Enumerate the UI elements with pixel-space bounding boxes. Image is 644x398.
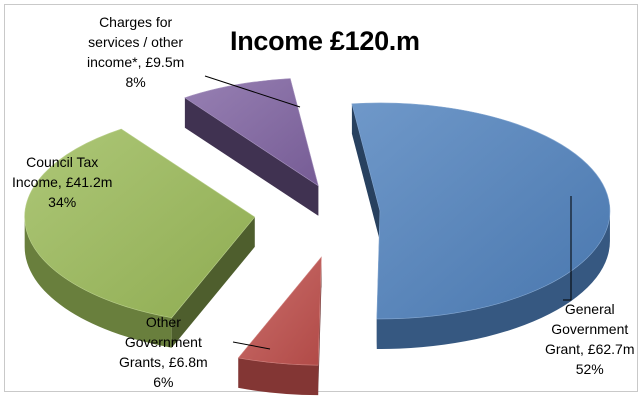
leader-line-other-government-grants <box>232 341 271 350</box>
label-line: Other <box>145 314 181 330</box>
data-label-general-government-grant: General Government Grant, £62.7m 52% <box>545 299 635 379</box>
label-line: services / other <box>88 34 184 50</box>
label-line: Grants, £6.8m <box>119 354 208 370</box>
chart-title: Income £120.m <box>230 26 420 56</box>
slice-top <box>184 78 319 187</box>
slice-rim <box>376 210 610 349</box>
label-line: Government <box>551 321 629 337</box>
label-line: Council Tax <box>26 154 99 170</box>
label-line: 34% <box>48 194 77 210</box>
label-line: 6% <box>153 374 174 390</box>
slice-rim <box>238 357 319 396</box>
slice-top <box>237 256 322 366</box>
pie-slice-other-government-grants <box>237 256 322 396</box>
data-label-charges-for-services: Charges for services / other income*, £9… <box>87 12 184 92</box>
label-line: 8% <box>125 74 146 90</box>
slice-side-wall <box>184 97 319 216</box>
slice-side-wall <box>171 217 255 348</box>
leader-line-charges-for-services <box>204 75 301 108</box>
data-label-other-government-grants: Other Government Grants, £6.8m 6% <box>119 312 208 392</box>
slice-top <box>351 102 611 320</box>
label-line: Government <box>124 334 202 350</box>
label-line: General <box>564 301 615 317</box>
label-line: income*, £9.5m <box>87 54 185 70</box>
data-label-council-tax-income: Council Tax Income, £41.2m 34% <box>12 152 112 212</box>
label-line: Grant, £62.7m <box>545 341 635 357</box>
slice-top <box>24 128 256 319</box>
pie-slice-general-government-grant <box>351 102 611 349</box>
label-line: Charges for <box>99 14 173 30</box>
label-line: 52% <box>575 361 604 377</box>
label-line: Income, £41.2m <box>12 174 113 190</box>
slice-side-wall <box>351 103 380 241</box>
pie-slice-council-tax-income <box>24 128 256 348</box>
pie-slice-charges-for-services-other-income <box>184 78 319 216</box>
slice-rim <box>24 217 172 348</box>
leader-line-general-government-grant <box>563 196 572 301</box>
